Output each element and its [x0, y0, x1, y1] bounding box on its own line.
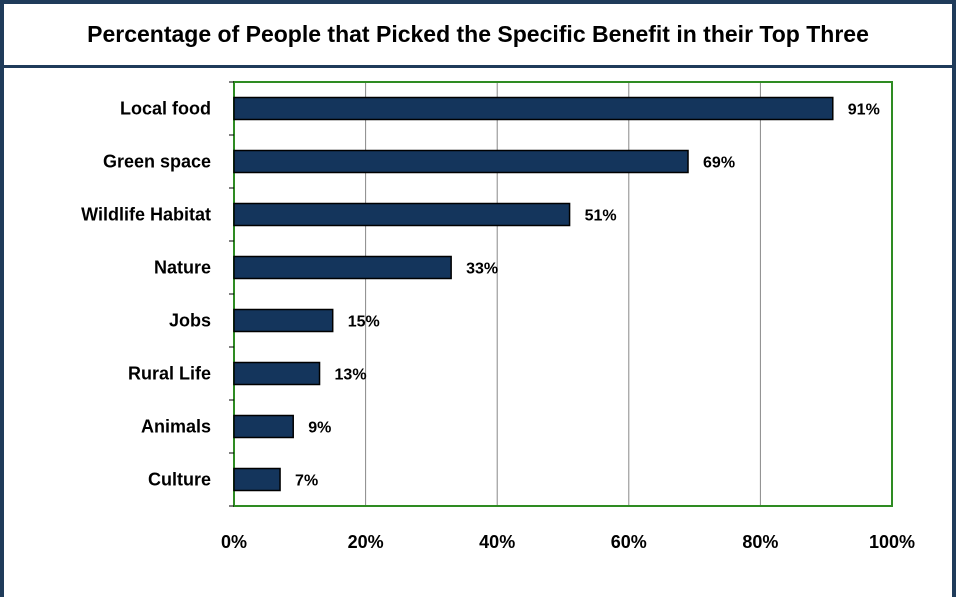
- bar-animals: [233, 414, 294, 439]
- category-label: Wildlife Habitat: [81, 205, 211, 225]
- bar-green-space: [233, 149, 689, 174]
- category-label: Nature: [154, 258, 211, 278]
- chart-title-box: Percentage of People that Picked the Spe…: [4, 4, 952, 68]
- data-label: 15%: [348, 314, 380, 331]
- bar-culture: [233, 467, 281, 492]
- bar-local-food: [233, 96, 834, 121]
- category-label: Jobs: [169, 311, 211, 331]
- data-label: 13%: [335, 367, 367, 384]
- bar-nature: [233, 255, 452, 280]
- data-label: 91%: [848, 102, 880, 119]
- x-tick-label: 80%: [742, 532, 778, 552]
- x-tick-label: 0%: [221, 532, 247, 552]
- x-tick-label: 40%: [479, 532, 515, 552]
- chart-title: Percentage of People that Picked the Spe…: [87, 21, 869, 47]
- data-label: 9%: [308, 420, 331, 437]
- bar-jobs: [233, 308, 334, 333]
- category-label: Local food: [120, 99, 211, 119]
- plot-area-border: [233, 81, 893, 507]
- category-label: Green space: [103, 152, 211, 172]
- x-tick-label: 100%: [869, 532, 915, 552]
- category-label: Rural Life: [128, 364, 211, 384]
- category-label: Culture: [148, 470, 211, 490]
- data-label: 51%: [585, 208, 617, 225]
- data-label: 69%: [703, 155, 735, 172]
- category-label: Animals: [141, 417, 211, 437]
- data-label: 7%: [295, 473, 318, 490]
- x-tick-label: 60%: [611, 532, 647, 552]
- data-label: 33%: [466, 261, 498, 278]
- bar-wildlife-habitat: [233, 202, 571, 227]
- bar-rural-life: [233, 361, 321, 386]
- x-tick-label: 20%: [348, 532, 384, 552]
